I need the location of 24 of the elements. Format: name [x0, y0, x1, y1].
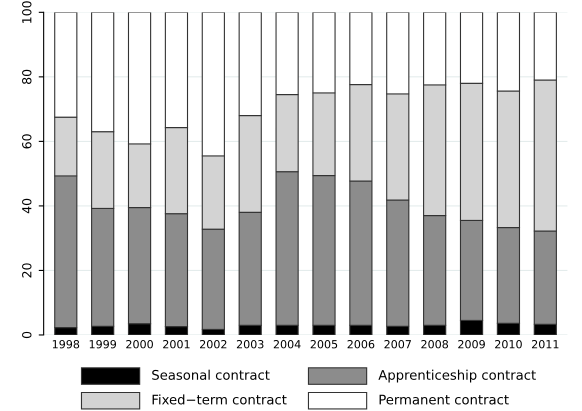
x-tick-label: 1998	[52, 340, 80, 348]
y-tick-label: 80	[22, 70, 32, 84]
x-tick-label: 2005	[310, 340, 338, 348]
x-tick-label: 2011	[532, 340, 558, 348]
x-tick-label: 2002	[200, 340, 226, 348]
y-tick-label: 0	[22, 332, 32, 338]
y-tick-label: 100	[22, 1, 32, 23]
legend-label: Seasonal contract	[152, 370, 270, 380]
x-tick-label: 2006	[348, 340, 374, 348]
legend-label: Permanent contract	[380, 394, 509, 405]
x-tick-label: 2007	[384, 340, 411, 348]
x-tick-label: 2010	[495, 340, 522, 348]
y-tick-label: 60	[22, 134, 32, 148]
x-tick-label: 2008	[421, 340, 448, 348]
legend-label: Apprenticeship contract	[378, 370, 536, 382]
y-tick-label: 20	[22, 263, 32, 278]
x-tick-label: 2000	[126, 340, 153, 348]
x-tick-label: 2004	[274, 340, 301, 348]
x-tick-label: 2009	[458, 340, 485, 348]
x-tick-label: 1999	[90, 340, 116, 348]
x-tick-label: 2003	[236, 340, 264, 348]
legend-label: Fixed−term contract	[152, 394, 287, 405]
y-tick-label: 40	[22, 198, 32, 214]
x-tick-label: 2001	[163, 340, 190, 348]
